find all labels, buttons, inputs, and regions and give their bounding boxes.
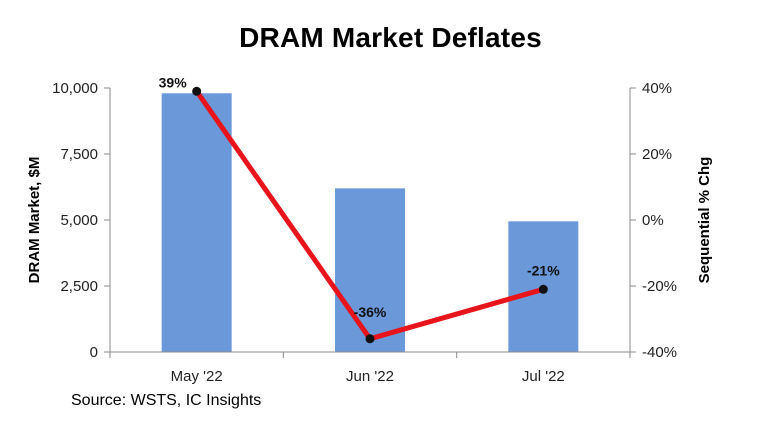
x-tick-label: May '22 — [171, 368, 223, 385]
left-tick-label: 10,000 — [52, 80, 98, 97]
data-label-1: 39% — [159, 74, 188, 90]
x-tick-label: Jun '22 — [346, 368, 394, 385]
left-axis-title: DRAM Market, $M — [26, 157, 43, 284]
data-label-2: -36% — [354, 304, 387, 320]
right-tick-label: 40% — [642, 80, 672, 97]
right-tick-label: -20% — [642, 278, 677, 295]
right-tick-label: 0% — [642, 212, 664, 229]
labels: 39% -36% -21% — [159, 74, 561, 319]
left-tick-label: 0 — [90, 344, 98, 361]
data-label-3: -21% — [527, 262, 560, 278]
right-axis-title: Sequential % Chg — [696, 157, 713, 284]
right-tick-label: -40% — [642, 344, 677, 361]
bar-series — [161, 93, 579, 352]
line-series — [192, 86, 548, 344]
x-tick-label: Jul '22 — [522, 368, 565, 385]
bar-1 — [161, 93, 232, 352]
bar-2 — [335, 188, 405, 352]
axes: 0 2,500 5,000 7,500 10,000 -40% -20% 0% 20% 40% Ma… — [26, 80, 713, 385]
left-tick-label: 5,000 — [60, 212, 98, 229]
source-note: Source: WSTS, IC Insights — [71, 392, 262, 409]
line-point-2 — [365, 334, 375, 344]
line-point-1 — [192, 86, 202, 96]
chart-title: DRAM Market Deflates — [239, 22, 542, 53]
left-tick-label: 7,500 — [60, 146, 98, 163]
line-point-3 — [538, 284, 548, 294]
left-tick-label: 2,500 — [60, 278, 98, 295]
right-tick-label: 20% — [642, 146, 672, 163]
